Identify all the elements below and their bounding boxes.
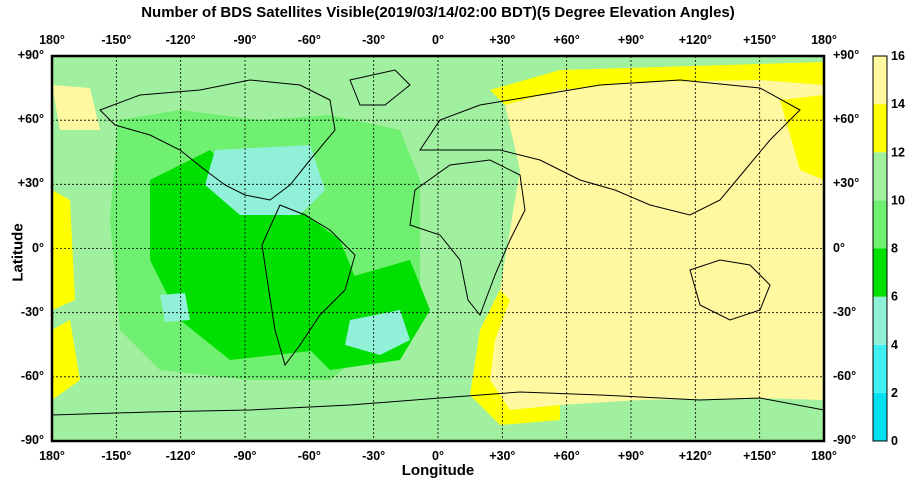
lat-tick-label-left: -60° — [20, 368, 44, 383]
colorbar-bin — [873, 248, 887, 297]
cell-pacific-west-edge — [52, 190, 75, 310]
colorbar-tick-label: 16 — [891, 49, 905, 63]
lon-tick-label-top: 180° — [39, 33, 65, 47]
colorbar: 16 14 12 10 8 6 4 2 0 — [872, 49, 905, 448]
lat-tick-label-right: +30° — [833, 176, 860, 191]
lat-tick-label-left: -90° — [20, 433, 44, 447]
cell-north-america-low — [205, 145, 325, 215]
south-america-coast — [261, 204, 356, 367]
lat-tick-label-right: -30° — [833, 304, 857, 319]
north-america-coast — [99, 79, 336, 201]
cell-eurasia-north — [490, 62, 824, 105]
lon-tick-label-top: +90° — [617, 33, 645, 47]
lat-tick-label-left: +60° — [17, 112, 44, 127]
lon-tick-label-top: +120° — [678, 33, 712, 47]
cell-americas-core — [150, 150, 360, 360]
colorbar-bin — [873, 392, 887, 441]
cell-south-atlantic-low — [345, 310, 410, 355]
colorbar-tick-label: 8 — [891, 242, 898, 256]
colorbar-tick-label: 0 — [891, 434, 898, 448]
colorbar-tick-label: 10 — [891, 193, 905, 207]
colorbar-tick-label: 12 — [891, 145, 905, 159]
lon-tick-label-bottom: -90° — [233, 449, 257, 463]
colorbar-bin — [873, 152, 887, 201]
lat-tick-label-right: 0° — [833, 240, 845, 255]
eurasia-coast — [419, 79, 801, 216]
map-frame — [50, 54, 826, 443]
lon-tick-label-bottom: +150° — [743, 449, 777, 463]
cell-arctic-west — [52, 85, 100, 130]
colorbar-tick-label: 4 — [891, 338, 898, 352]
x-axis-label: Longitude — [401, 462, 475, 479]
colorbar-bin — [873, 200, 887, 249]
lon-tick-label-bottom: +30° — [489, 449, 516, 463]
australia-coast — [689, 259, 771, 321]
lon-tick-label-top: 0° — [432, 33, 444, 47]
colorbar-bin — [873, 104, 887, 153]
colorbar-bin — [873, 56, 887, 105]
lon-tick-label-top: -30° — [362, 33, 386, 47]
lat-tick-label-right: -90° — [833, 433, 857, 447]
lon-tick-label-bottom: -150° — [101, 449, 132, 463]
lon-tick-label-top: -120° — [165, 33, 196, 47]
cell-southern-west-edge — [52, 320, 80, 400]
lon-tick-label-top: +60° — [553, 33, 580, 47]
lon-tick-label-bottom: -120° — [165, 449, 196, 463]
colorbar-tick-label: 14 — [891, 97, 905, 111]
lon-tick-label-top: 180° — [811, 33, 837, 47]
lat-tick-label-left: +30° — [17, 176, 44, 191]
lat-tick-label-right: +90° — [833, 48, 860, 62]
cell-pacific-east — [780, 95, 824, 180]
cell-indian-ocean-west — [470, 290, 560, 425]
lon-tick-label-bottom: 180° — [39, 449, 65, 463]
lon-tick-label-bottom: +90° — [617, 449, 645, 463]
lon-tick-label-bottom: +60° — [553, 449, 580, 463]
cell-asia-pacific — [480, 80, 824, 410]
graticule — [52, 56, 824, 441]
africa-coast — [409, 159, 526, 316]
lon-tick-label-top: -60° — [297, 33, 321, 47]
lon-tick-label-bottom: +120° — [678, 449, 712, 463]
lon-tick-label-top: -150° — [101, 33, 132, 47]
coastlines — [52, 69, 824, 416]
colorbar-bin — [873, 344, 887, 393]
colorbar-tick-label: 6 — [891, 290, 898, 304]
cell-south-pacific-low — [160, 293, 190, 322]
antarctica-coast — [52, 391, 824, 416]
lat-tick-label-right: +60° — [833, 112, 860, 127]
lon-tick-label-bottom: -30° — [362, 449, 386, 463]
colorbar-bin — [873, 296, 887, 345]
lon-tick-label-bottom: 0° — [432, 449, 444, 463]
lat-tick-label-left: -30° — [20, 304, 44, 319]
map-title: Number of BDS Satellites Visible(2019/03… — [141, 4, 735, 21]
colorbar-frame — [872, 55, 888, 442]
lon-tick-label-top: +30° — [489, 33, 516, 47]
lon-tick-label-bottom: 180° — [811, 449, 837, 463]
lat-tick-label-left: +90° — [17, 48, 44, 62]
lon-tick-label-bottom: -60° — [297, 449, 321, 463]
lat-tick-label-right: -60° — [833, 368, 857, 383]
lon-tick-label-top: +150° — [743, 33, 777, 47]
lon-tick-label-top: -90° — [233, 33, 257, 47]
colorbar-tick-label: 2 — [891, 386, 898, 400]
greenland-coast — [349, 69, 411, 106]
lat-tick-label-left: 0° — [32, 240, 44, 255]
